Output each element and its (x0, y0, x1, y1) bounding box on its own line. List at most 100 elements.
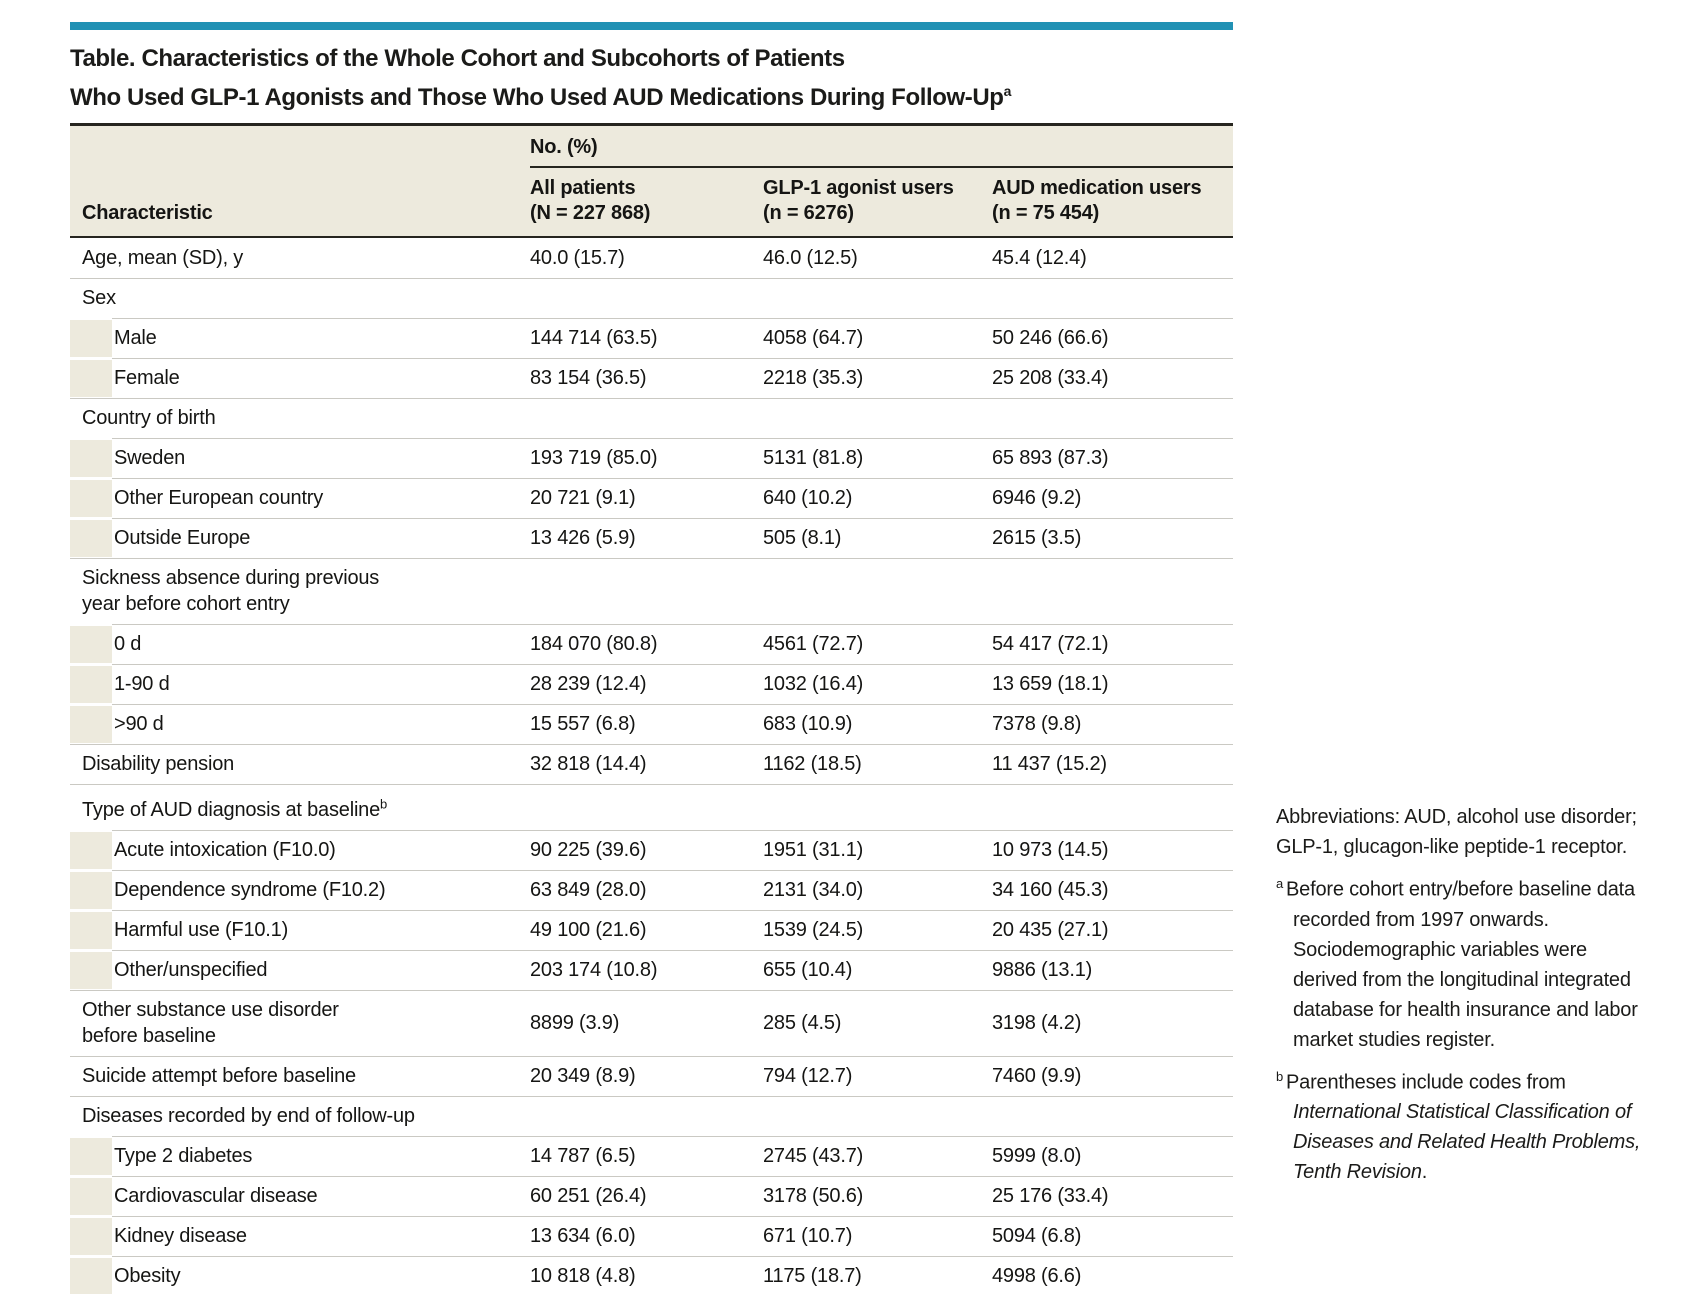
row-value (992, 584, 1233, 598)
column-header-row: Characteristic All patients (N = 227 868… (70, 168, 1233, 236)
table-group-row: Sickness absence during previous year be… (70, 558, 1233, 624)
table-body: Age, mean (SD), y 40.0 (15.7) 46.0 (12.5) 4… (70, 238, 1233, 1294)
row-label: Sweden (70, 438, 530, 478)
row-label: 0 d (70, 624, 530, 664)
row-value: 144 714 (63.5) (530, 327, 658, 349)
indent-marker (70, 1137, 112, 1175)
row-value: 1175 (18.7) (763, 1264, 862, 1287)
row-value: 45.4 (12.4) (992, 247, 1087, 269)
row-label: Other/unspecified (70, 950, 530, 990)
row-value: 6946 (9.2) (992, 487, 1082, 509)
indent-marker (70, 320, 112, 357)
row-label: Suicide attempt before baseline (82, 1064, 356, 1087)
indent-marker (70, 1217, 112, 1255)
row-label: Sex (82, 287, 116, 309)
row-value: 3198 (4.2) (992, 1011, 1082, 1034)
row-value: 49 100 (21.6) (530, 918, 647, 941)
header-rule (70, 236, 1233, 238)
indent-marker (70, 626, 112, 663)
accent-bar (70, 22, 1233, 30)
row-value: 83 154 (36.5) (530, 367, 647, 389)
table-row: Female 83 154 (36.5) 2218 (35.3) 25 208 (33… (70, 358, 1233, 398)
table-row: Other substance use disorder before base… (70, 989, 1233, 1056)
row-value: 8899 (3.9) (530, 1011, 620, 1034)
row-label: 1-90 d (70, 664, 530, 704)
row-value: 13 634 (6.0) (530, 1224, 636, 1247)
row-value (763, 1109, 992, 1123)
row-label: Outside Europe (70, 518, 530, 558)
row-value: 5094 (6.8) (992, 1224, 1082, 1247)
row-value: 14 787 (6.5) (530, 1144, 636, 1167)
indent-marker (70, 1257, 112, 1294)
row-value: 655 (10.4) (763, 958, 853, 981)
indent-marker (70, 360, 112, 397)
table-row: Type 2 diabetes 14 787 (6.5) 2745 (43.7) 59… (70, 1135, 1233, 1176)
row-value (530, 584, 763, 598)
row-value: 54 417 (72.1) (992, 633, 1109, 655)
row-value: 184 070 (80.8) (530, 633, 658, 655)
table-header: No. (%) Characteristic All patients (N =… (70, 126, 1233, 236)
footnote-abbreviations: Abbreviations: AUD, alcohol use disorder… (1276, 806, 1637, 858)
table-row: Disability pension 32 818 (14.4) 1162 (18.… (70, 744, 1233, 784)
table-group-row: Country of birth (70, 398, 1233, 438)
journal-table: Table. Characteristics of the Whole Coho… (70, 22, 1233, 1294)
row-value (530, 800, 763, 814)
indent-marker (70, 911, 112, 949)
row-value: 2745 (43.7) (763, 1144, 864, 1167)
row-label: Female (70, 358, 530, 398)
row-value: 90 225 (39.6) (530, 838, 647, 861)
row-value: 50 246 (66.6) (992, 327, 1109, 349)
row-value: 7460 (9.9) (992, 1064, 1082, 1087)
footnote-a: a Before cohort entry/before baseline dat… (1276, 876, 1638, 1051)
row-value: 34 160 (45.3) (992, 878, 1109, 901)
row-value: 7378 (9.8) (992, 713, 1082, 735)
row-label: >90 d (70, 704, 530, 744)
footnotes: Abbreviations: AUD, alcohol use disorder… (1276, 802, 1648, 1194)
row-value: 2615 (3.5) (992, 527, 1082, 549)
row-value: 640 (10.2) (763, 487, 853, 509)
column-header-aud-users: AUD medication users (n = 75 454) (992, 177, 1202, 224)
row-value: 63 849 (28.0) (530, 878, 647, 901)
row-value: 46.0 (12.5) (763, 247, 858, 269)
row-value (992, 1109, 1233, 1123)
row-value: 4998 (6.6) (992, 1264, 1082, 1287)
table-row: Kidney disease 13 634 (6.0) 671 (10.7) 5094… (70, 1215, 1233, 1256)
table-row: Other/unspecified 203 174 (10.8) 655 (10.4… (70, 949, 1233, 990)
row-value: 5999 (8.0) (992, 1144, 1082, 1167)
row-value: 20 349 (8.9) (530, 1064, 636, 1087)
footnote-b-marker: b (1276, 1068, 1284, 1084)
row-value (763, 584, 992, 598)
indent-marker (70, 440, 112, 477)
row-value: 32 818 (14.4) (530, 753, 647, 775)
row-value: 28 239 (12.4) (530, 673, 647, 695)
row-value: 25 208 (33.4) (992, 367, 1109, 389)
row-value: 60 251 (26.4) (530, 1184, 647, 1207)
footnote-b-italic-title: International Statistical Classification… (1293, 1101, 1641, 1184)
row-value: 505 (8.1) (763, 527, 842, 549)
column-header-characteristic: Characteristic (82, 202, 213, 224)
row-value: 671 (10.7) (763, 1224, 853, 1247)
row-value: 5131 (81.8) (763, 447, 864, 469)
row-value (763, 291, 992, 305)
row-value: 1162 (18.5) (763, 753, 862, 775)
row-value (530, 1109, 763, 1123)
row-value: 4058 (64.7) (763, 327, 864, 349)
indent-marker (70, 520, 112, 557)
row-value: 20 721 (9.1) (530, 487, 636, 509)
row-value: 285 (4.5) (763, 1011, 842, 1034)
indent-marker (70, 1177, 112, 1215)
row-value: 1539 (24.5) (763, 918, 864, 941)
row-label: Dependence syndrome (F10.2) (70, 870, 530, 910)
row-value: 193 719 (85.0) (530, 447, 658, 469)
row-label: Diseases recorded by end of follow-up (82, 1104, 415, 1127)
row-label: Country of birth (82, 407, 216, 429)
footnote-b: b Parentheses include codes from Internat… (1276, 1068, 1641, 1184)
span-header-rule (530, 166, 1233, 168)
indent-marker (70, 871, 112, 909)
table-row: Sweden 193 719 (85.0) 5131 (81.8) 65 893 (8… (70, 438, 1233, 478)
table-row: Male 144 714 (63.5) 4058 (64.7) 50 246 (66.… (70, 318, 1233, 358)
table-row: Acute intoxication (F10.0) 90 225 (39.6) 1… (70, 829, 1233, 870)
title-rule (70, 123, 1233, 126)
table-title-line1: Table. Characteristics of the Whole Coho… (70, 45, 845, 72)
